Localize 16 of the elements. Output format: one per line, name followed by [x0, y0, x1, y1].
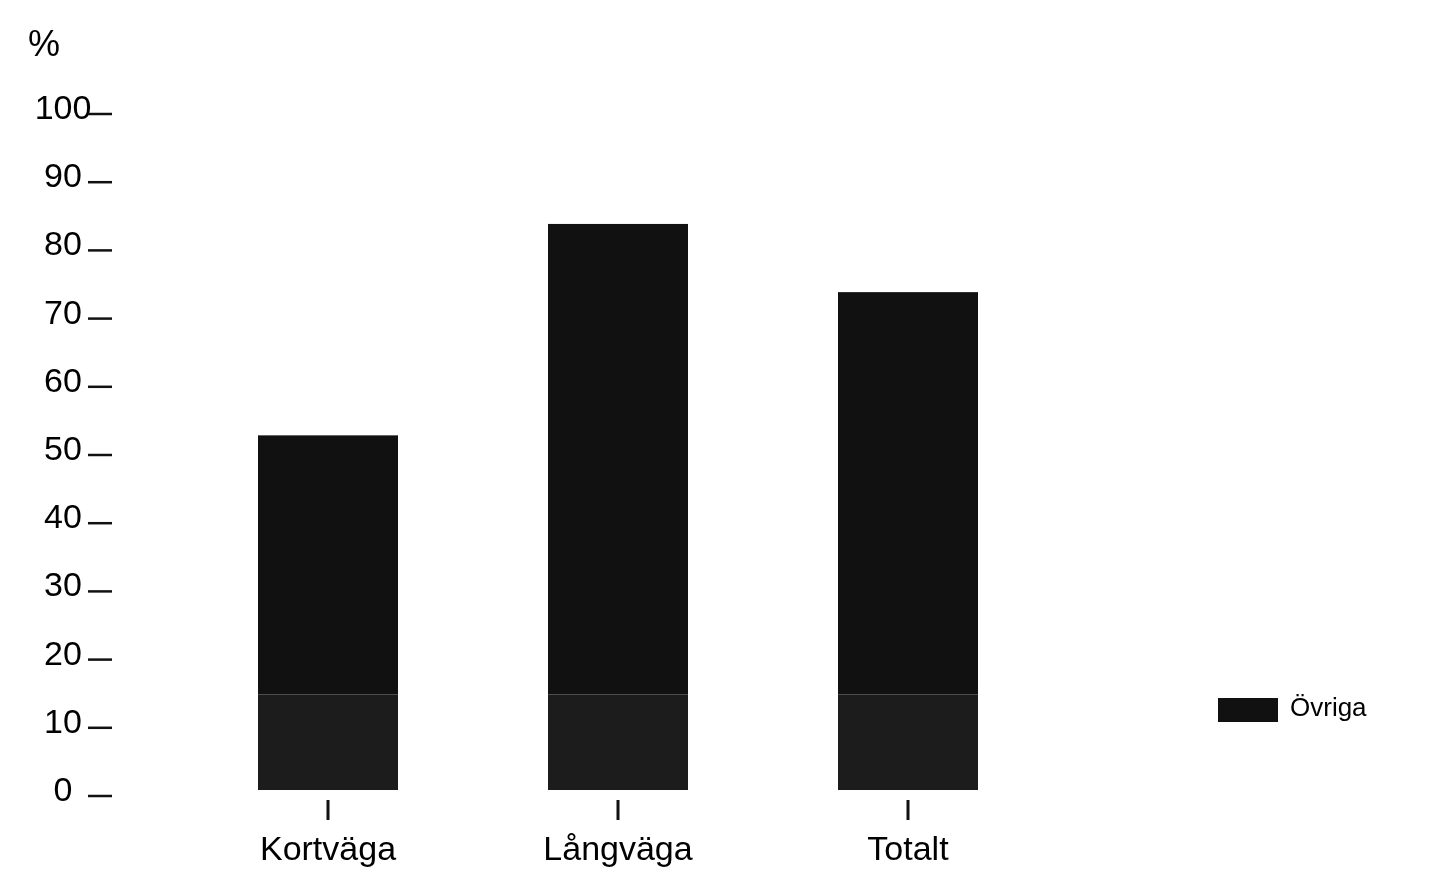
y-axis-title: % [27, 23, 61, 64]
legend-label: Övriga [1290, 692, 1368, 722]
y-tick-label: 80 [44, 224, 82, 263]
y-tick-label: 60 [44, 360, 82, 399]
x-tick-label: Långväga [543, 829, 693, 867]
x-tick-label: Kortväga [259, 829, 397, 867]
y-tick-label: 10 [44, 701, 82, 740]
y-tick-label: 70 [44, 292, 82, 331]
y-tick-label: 40 [44, 497, 82, 536]
y-tick-label: 50 [44, 429, 82, 467]
y-tick-label: 90 [44, 156, 82, 195]
x-tick-label: Totalt [867, 829, 950, 867]
y-tick-label: 20 [44, 633, 82, 672]
y-tick-label: 0 [53, 770, 73, 808]
y-tick-label: 100 [34, 88, 92, 126]
y-tick-label: 30 [44, 565, 82, 604]
